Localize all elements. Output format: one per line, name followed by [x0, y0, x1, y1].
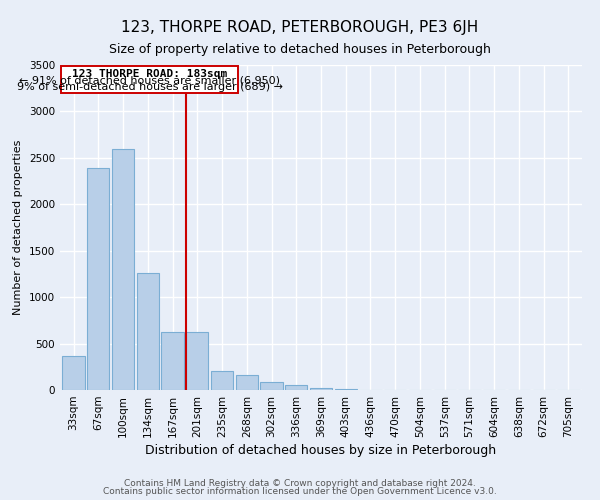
Text: Size of property relative to detached houses in Peterborough: Size of property relative to detached ho…: [109, 42, 491, 56]
Bar: [87, 168, 109, 390]
Text: Contains HM Land Registry data © Crown copyright and database right 2024.: Contains HM Land Registry data © Crown c…: [124, 478, 476, 488]
FancyBboxPatch shape: [61, 66, 238, 93]
Y-axis label: Number of detached properties: Number of detached properties: [13, 140, 23, 315]
Bar: [161, 332, 184, 390]
Bar: [310, 388, 332, 390]
Bar: [186, 332, 208, 390]
Bar: [236, 375, 258, 390]
Bar: [211, 370, 233, 390]
Text: ← 91% of detached houses are smaller (6,950): ← 91% of detached houses are smaller (6,…: [19, 75, 280, 85]
Text: 123 THORPE ROAD: 183sqm: 123 THORPE ROAD: 183sqm: [72, 68, 227, 78]
Text: Contains public sector information licensed under the Open Government Licence v3: Contains public sector information licen…: [103, 487, 497, 496]
Text: 9% of semi-detached houses are larger (689) →: 9% of semi-detached houses are larger (6…: [17, 82, 283, 92]
Bar: [335, 389, 357, 390]
Bar: [285, 386, 307, 390]
Text: 123, THORPE ROAD, PETERBOROUGH, PE3 6JH: 123, THORPE ROAD, PETERBOROUGH, PE3 6JH: [121, 20, 479, 35]
Bar: [260, 382, 283, 390]
Bar: [137, 273, 159, 390]
X-axis label: Distribution of detached houses by size in Peterborough: Distribution of detached houses by size …: [145, 444, 497, 457]
Bar: [62, 356, 85, 390]
Bar: [112, 148, 134, 390]
